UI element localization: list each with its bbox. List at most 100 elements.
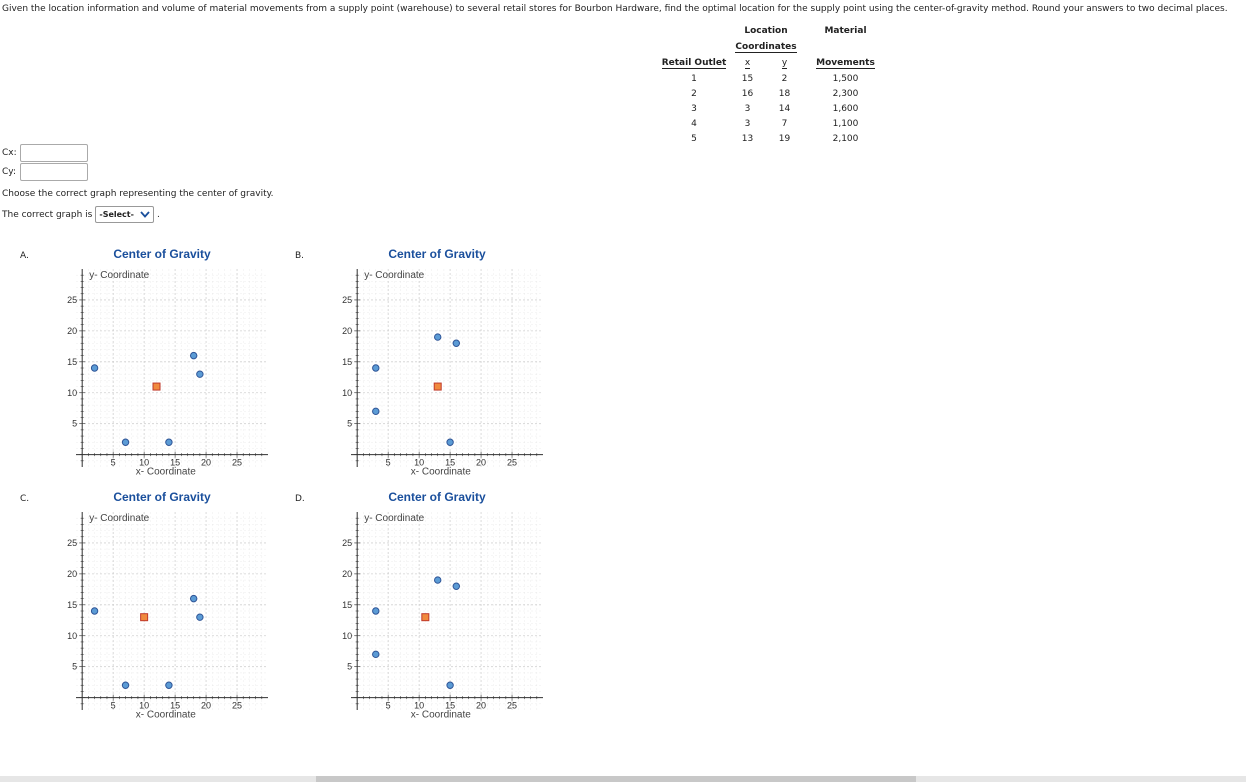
cell-x: 3 xyxy=(744,118,751,129)
chart-title: Center of Gravity xyxy=(388,247,486,261)
x-tick-label: 5 xyxy=(111,701,116,711)
cell-y: 14 xyxy=(778,103,791,114)
center-of-gravity-point xyxy=(421,613,430,622)
x-tick-label: 10 xyxy=(414,458,424,468)
header-location: Location xyxy=(744,26,788,36)
y-axis-label: y- Coordinate xyxy=(89,513,149,524)
graph-d: Center of Gravity 5 10 15 20 25 5 10 15 20 25 x- Co… xyxy=(342,490,543,721)
y-axis-label: y- Coordinate xyxy=(364,513,424,524)
data-point xyxy=(165,438,173,446)
cell-outlet: 4 xyxy=(691,118,697,129)
data-table: Location Material Coordinates Retail Out… xyxy=(659,23,888,146)
table-row: 2 16 18 2,300 xyxy=(659,86,888,101)
data-point xyxy=(372,650,380,659)
y-tick-label: 10 xyxy=(67,388,77,398)
y-tick-label: 10 xyxy=(342,388,352,398)
data-point xyxy=(452,582,460,590)
y-tick-label: 5 xyxy=(72,419,77,429)
header-x: x xyxy=(744,58,751,69)
cell-outlet: 5 xyxy=(691,133,697,144)
x-tick-label: 5 xyxy=(386,701,391,711)
x-axis-label: x- Coordinate xyxy=(136,710,196,721)
center-of-gravity-point xyxy=(140,613,149,622)
data-point xyxy=(372,407,380,416)
y-tick-label: 15 xyxy=(67,357,77,367)
y-tick-label: 10 xyxy=(67,631,77,641)
x-tick-label: 20 xyxy=(476,701,486,711)
data-point xyxy=(196,613,204,621)
x-tick-label: 25 xyxy=(232,458,242,468)
y-tick-label: 15 xyxy=(67,600,77,610)
data-point xyxy=(121,681,130,689)
x-tick-label: 20 xyxy=(476,458,486,468)
y-tick-label: 20 xyxy=(342,569,352,579)
x-tick-label: 10 xyxy=(139,458,149,468)
x-tick-label: 15 xyxy=(445,701,455,711)
x-tick-label: 10 xyxy=(414,701,424,711)
graph-select-dropdown[interactable]: -Select- xyxy=(95,206,154,223)
data-point xyxy=(90,364,99,372)
data-point xyxy=(446,438,454,446)
cell-y: 18 xyxy=(778,88,791,99)
cx-label: Cx: xyxy=(2,148,17,158)
chart-title: Center of Gravity xyxy=(113,490,211,504)
cell-y: 19 xyxy=(778,133,791,144)
x-axis-label: x- Coordinate xyxy=(411,710,471,721)
cell-movement: 1,500 xyxy=(832,73,859,84)
x-tick-label: 20 xyxy=(201,701,211,711)
x-tick-label: 15 xyxy=(170,701,180,711)
y-tick-label: 20 xyxy=(342,326,352,336)
x-tick-label: 25 xyxy=(232,701,242,711)
data-point xyxy=(189,594,198,603)
data-point xyxy=(90,607,99,615)
cell-x: 16 xyxy=(741,88,754,99)
graph-b: Center of Gravity 5 10 15 20 25 5 10 15 20 25 x- Co… xyxy=(342,247,543,478)
data-point xyxy=(434,576,442,584)
x-tick-label: 5 xyxy=(386,458,391,468)
cy-input[interactable] xyxy=(20,163,88,181)
y-tick-label: 15 xyxy=(342,357,352,367)
chevron-down-icon xyxy=(140,211,150,218)
data-point xyxy=(189,351,198,360)
option-b-label: B. xyxy=(295,251,305,261)
cy-row: Cy: xyxy=(2,163,88,181)
x-axis-label: x- Coordinate xyxy=(136,467,196,478)
cell-movement: 1,100 xyxy=(832,118,859,129)
y-tick-label: 20 xyxy=(67,326,77,336)
header-movements: Movements xyxy=(816,58,875,69)
header-material: Material xyxy=(824,26,867,36)
graph-sentence-prefix: The correct graph is xyxy=(2,209,93,220)
question-text: Given the location information and volum… xyxy=(2,4,1228,14)
header-retail-outlet: Retail Outlet xyxy=(661,58,727,69)
cell-movement: 2,100 xyxy=(832,133,859,144)
option-d-label: D. xyxy=(295,494,305,504)
graph-a: Center of Gravity 5 10 15 20 25 5 10 15 20 25 x- Co… xyxy=(67,247,268,478)
y-axis-label: y- Coordinate xyxy=(89,270,149,281)
data-point xyxy=(452,339,460,347)
cell-outlet: 3 xyxy=(691,103,697,114)
x-tick-label: 10 xyxy=(139,701,149,711)
cell-outlet: 2 xyxy=(691,88,697,99)
y-tick-label: 20 xyxy=(67,569,77,579)
horizontal-scrollbar[interactable] xyxy=(0,776,1246,782)
x-axis-label: x- Coordinate xyxy=(411,467,471,478)
cy-label: Cy: xyxy=(2,167,16,177)
cell-movement: 2,300 xyxy=(832,88,859,99)
choose-instruction: Choose the correct graph representing th… xyxy=(2,189,274,199)
y-tick-label: 5 xyxy=(72,662,77,672)
y-axis-label: y- Coordinate xyxy=(364,270,424,281)
data-point xyxy=(372,607,380,615)
cell-movement: 1,600 xyxy=(832,103,859,114)
cell-x: 13 xyxy=(741,133,754,144)
option-c-label: C. xyxy=(20,494,30,504)
chart-title: Center of Gravity xyxy=(388,490,486,504)
graph-sentence-suffix: . xyxy=(156,209,160,220)
cx-input[interactable] xyxy=(20,144,88,162)
header-y: y xyxy=(781,58,788,69)
scrollbar-thumb[interactable] xyxy=(316,776,916,782)
y-tick-label: 25 xyxy=(342,538,352,548)
data-point xyxy=(372,364,380,372)
table-row: 1 15 2 1,500 xyxy=(659,71,888,86)
data-point xyxy=(446,681,454,689)
data-point xyxy=(165,681,173,689)
